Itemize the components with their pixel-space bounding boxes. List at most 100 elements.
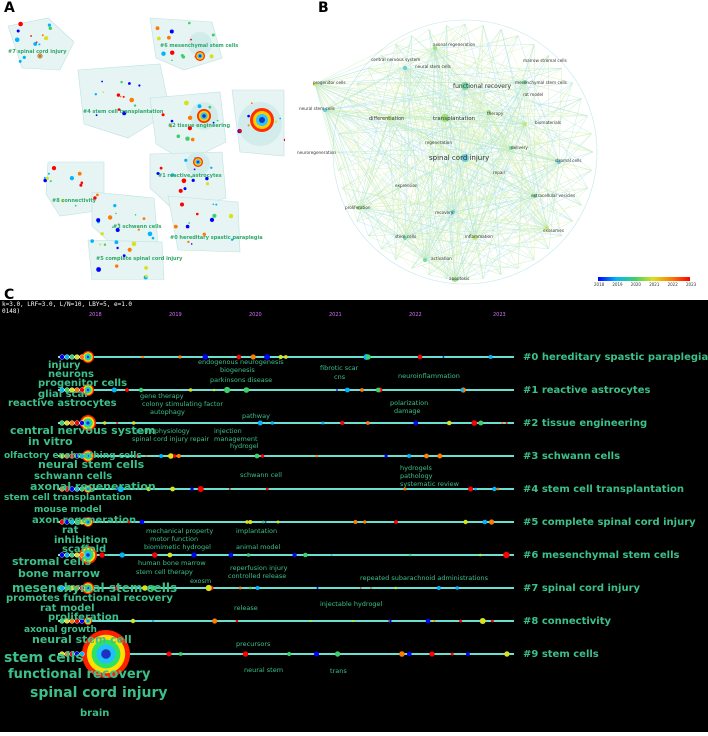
panel-a-cluster-map: #7 spinal cord injury #6 mesenchymal ste… xyxy=(0,12,285,280)
cluster-timeline-label: #2 tissue engineering xyxy=(523,418,647,429)
keyword-bubble xyxy=(75,355,80,360)
keyword-node xyxy=(152,237,155,240)
keyword-bubble xyxy=(321,422,324,425)
keyword-node xyxy=(229,214,233,218)
keyword-node xyxy=(212,34,215,37)
keyword-label: hydrogels xyxy=(400,464,433,472)
keyword-node xyxy=(148,232,153,237)
panel-b-svg: axonal regeneration central nervous syst… xyxy=(285,12,708,292)
keyword-bubble xyxy=(258,421,263,426)
co-occurrence-edge xyxy=(349,196,535,205)
keyword-node xyxy=(44,177,46,179)
co-occurrence-edge xyxy=(525,124,588,188)
keyword-label: injectable hydrogel xyxy=(320,600,383,608)
keyword-node xyxy=(79,184,82,187)
keyword-bubble xyxy=(189,388,192,391)
keyword-label: in vitro xyxy=(28,435,73,448)
keyword-bubble xyxy=(229,553,234,558)
keyword-label: trans xyxy=(330,667,347,675)
panel-b-network: axonal regeneration central nervous syst… xyxy=(285,12,708,292)
keyword-bubble xyxy=(433,620,435,622)
keyword-node xyxy=(210,167,212,169)
keyword-node xyxy=(116,247,118,249)
keyword-bubble xyxy=(455,586,459,590)
keyword-bubble xyxy=(501,422,503,424)
term-label: biomaterials xyxy=(535,120,561,125)
keyword-node xyxy=(113,204,116,207)
cluster-timeline-label: #4 stem cell transplantation xyxy=(523,484,684,495)
keyword-node xyxy=(196,213,199,216)
keyword-bubble xyxy=(271,421,274,424)
keyword-node xyxy=(160,167,163,170)
keyword-node xyxy=(157,37,161,41)
keyword-node xyxy=(182,179,187,184)
co-occurrence-edge xyxy=(501,29,525,124)
keyword-bubble xyxy=(262,521,265,524)
keyword-bubble xyxy=(206,585,212,591)
keyword-bubble xyxy=(437,586,441,590)
keyword-bubble xyxy=(399,651,405,657)
keyword-node xyxy=(38,43,40,45)
cluster-label-5: #5 complete spinal cord injury xyxy=(96,256,183,262)
keyword-node xyxy=(185,137,189,141)
cluster-label-8: #8 connectivity xyxy=(52,198,97,204)
keyword-label: brain xyxy=(80,708,109,719)
keyword-node xyxy=(115,264,118,267)
keyword-node xyxy=(108,215,112,219)
keyword-node xyxy=(213,204,215,206)
keyword-bubble xyxy=(170,487,175,492)
keyword-node xyxy=(96,218,100,222)
keyword-label: spinal cord injury xyxy=(30,685,168,701)
keyword-node xyxy=(210,54,214,58)
keyword-node xyxy=(75,205,77,207)
keyword-bubble xyxy=(293,553,297,557)
cluster-timeline-label: #6 mesenchymal stem cells xyxy=(523,550,679,561)
keyword-label: axon regeneration xyxy=(32,515,136,526)
keyword-bubble xyxy=(212,618,217,623)
keyword-label: fibrotic scar xyxy=(320,364,359,372)
cluster-timeline-label: #7 spinal cord injury xyxy=(523,583,641,594)
keyword-bubble xyxy=(243,651,248,656)
hub-node-ring xyxy=(199,55,202,58)
keyword-node xyxy=(184,159,187,162)
keyword-bubble xyxy=(314,652,319,657)
keyword-node xyxy=(184,101,189,106)
timeline-year-label: 2022 xyxy=(409,312,422,318)
keyword-bubble xyxy=(468,487,473,492)
keyword-node xyxy=(206,182,209,185)
term-label: stromal cells xyxy=(555,158,582,163)
term-label: transplantation xyxy=(433,116,476,122)
keyword-bubble xyxy=(245,520,249,524)
cluster-timeline-label: #9 stem cells xyxy=(523,649,599,660)
keyword-bubble xyxy=(360,388,364,392)
keyword-node xyxy=(52,166,56,170)
term-node xyxy=(403,66,407,70)
term-node xyxy=(523,122,527,126)
hub-node-ring xyxy=(39,55,40,56)
keyword-bubble xyxy=(261,454,265,458)
citespace-parameters: k=3.0, LRF=3.0, L/N=10, LBY=5, e=1.0 014… xyxy=(2,301,132,315)
keyword-node xyxy=(212,214,216,218)
keyword-node xyxy=(210,218,214,222)
panel-a-svg: #7 spinal cord injury #6 mesenchymal ste… xyxy=(0,12,285,280)
keyword-node xyxy=(120,96,122,98)
keyword-node xyxy=(171,60,173,62)
keyword-bubble xyxy=(424,454,429,459)
keyword-node xyxy=(23,56,26,59)
cluster-label-6: #6 mesenchymal stem cells xyxy=(160,43,238,49)
keyword-label: exosm xyxy=(190,577,211,585)
keyword-bubble xyxy=(239,587,242,590)
timeline-year-label: 2021 xyxy=(329,312,342,318)
cluster-timeline-label: #3 schwann cells xyxy=(523,451,620,462)
timeline-year-label: 2023 xyxy=(493,312,506,318)
keyword-label: neural stem xyxy=(244,666,283,674)
co-occurrence-edge xyxy=(359,208,368,236)
cluster-timeline-label: #5 complete spinal cord injury xyxy=(523,517,696,528)
keyword-bubble xyxy=(249,587,252,590)
term-label: therapy xyxy=(487,111,504,116)
keyword-bubble xyxy=(213,389,216,392)
keyword-bubble xyxy=(460,388,464,392)
keyword-label: motor function xyxy=(150,535,198,543)
cluster-timeline-label: #1 reactive astrocytes xyxy=(523,385,650,396)
keyword-node xyxy=(42,34,44,36)
